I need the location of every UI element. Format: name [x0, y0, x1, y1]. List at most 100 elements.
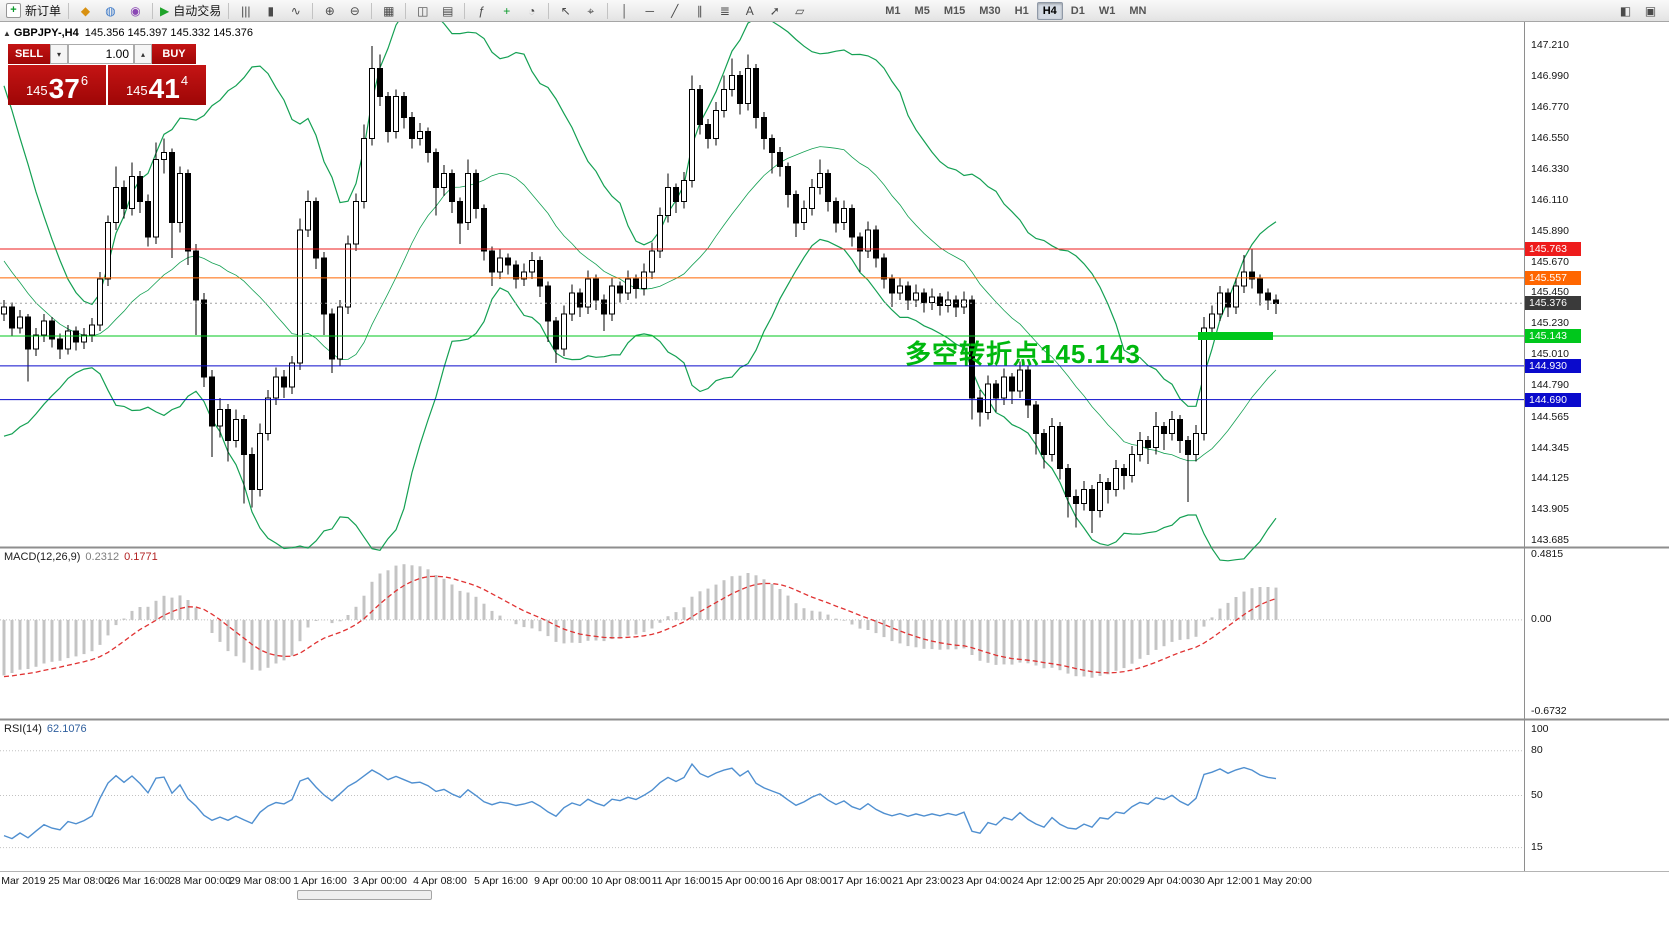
pivot-annotation-text: 多空转折点145.143: [905, 339, 1141, 369]
main-toolbar: + 新订单 ◆ ◍ ◉ ▶ 自动交易 ||| ▮ ∿ ⊕ ⊖ ▦ ◫ ▤ ƒ + ◔ ↖ ⌖ │ ─ ╱ ∥ ≣ A ➚ ▱ M1 M5 M…: [0, 0, 1669, 22]
scrollbar-thumb[interactable]: [297, 890, 432, 900]
tile-windows-icon: ▦: [383, 3, 395, 18]
macd-scale-label: 0.00: [1531, 613, 1552, 625]
new-order-button-icon: +: [6, 3, 21, 18]
timeframe-mn-button[interactable]: MN: [1129, 4, 1147, 17]
zoom-in-button[interactable]: ⊕: [318, 2, 341, 20]
autotrade-button[interactable]: ▶ 自动交易: [158, 2, 223, 20]
volume-decrease-button[interactable]: ▾: [50, 44, 68, 64]
sell-button[interactable]: SELL: [8, 44, 50, 64]
profiles-icon[interactable]: ▤: [436, 2, 459, 20]
new-chart-icon[interactable]: ◫: [411, 2, 434, 20]
toolbar-separator: [405, 2, 407, 19]
date-axis-label: 1 Apr 16:00: [293, 875, 347, 887]
horizontal-line-tool[interactable]: ─: [638, 2, 661, 20]
community-icon: ◉: [130, 3, 141, 18]
period-clock-icon: ◔: [528, 3, 536, 18]
indicators-button[interactable]: ƒ: [470, 2, 493, 20]
candlestick-chart-icon: ▮: [267, 3, 275, 18]
rsi-scale-label: 80: [1531, 744, 1543, 756]
date-axis-label: 17 Apr 16:00: [832, 875, 892, 887]
support-highlight-bar: [1198, 332, 1273, 340]
text-tool-icon: A: [745, 3, 754, 18]
bar-chart-icon: |||: [241, 3, 251, 18]
timeframe-h4-button[interactable]: H4: [1036, 1, 1063, 20]
arrow-tool[interactable]: ➚: [763, 2, 786, 20]
timeframe-d1-button[interactable]: D1: [1070, 4, 1085, 17]
date-axis-label: 28 Mar 00:00: [169, 875, 231, 887]
crosshair-tool[interactable]: ⌖: [579, 2, 602, 20]
bar-chart-icon[interactable]: |||: [234, 2, 257, 20]
toolbar-right-icons: ◧ ▣: [1613, 2, 1663, 20]
date-axis-label: 24 Apr 12:00: [1012, 875, 1072, 887]
text-tool[interactable]: A: [738, 2, 761, 20]
price-scale-label: 145.670: [1531, 256, 1569, 268]
toolbar-separator: [548, 2, 550, 19]
price-scale-label: 143.685: [1531, 534, 1569, 546]
cursor-tool[interactable]: ↖: [554, 2, 577, 20]
panel-dividers[interactable]: [0, 22, 1669, 872]
toolbar-separator: [607, 2, 609, 19]
horizontal-line-tool-icon: ─: [645, 3, 655, 18]
timeframe-m5-button[interactable]: M5: [914, 4, 930, 17]
macd-main-value: 0.2312: [85, 551, 120, 563]
bollinger-up-band: [3, 10, 1277, 407]
date-axis-label: 11 Apr 16:00: [651, 875, 711, 887]
sell-price-big-digits: 37: [48, 73, 80, 104]
price-scale-label: 146.550: [1531, 132, 1569, 144]
new-order-button[interactable]: + 新订单: [4, 2, 63, 20]
timeframe-h1-button[interactable]: H1: [1014, 4, 1029, 17]
toolbar-options-icon[interactable]: ▣: [1644, 3, 1657, 18]
date-axis-label: 10 Apr 08:00: [591, 875, 651, 887]
price-scale-label: 146.110: [1531, 194, 1569, 206]
rsi-panel: [0, 750, 1524, 849]
macd-indicator-label: MACD(12,26,9) 0.2312 0.1771: [4, 551, 158, 563]
volume-input[interactable]: [68, 44, 134, 64]
add-indicator-button[interactable]: +: [495, 2, 518, 20]
favorites-icon[interactable]: ◆: [74, 2, 97, 20]
buy-price-prefix: 145: [125, 83, 148, 98]
bollinger-mid-band: [3, 146, 1277, 462]
bollinger-bands: [3, 10, 1277, 562]
cursor-tool-icon: ↖: [560, 3, 571, 18]
candlestick-chart-icon[interactable]: ▮: [259, 2, 282, 20]
zoom-out-button-icon: ⊖: [349, 3, 360, 18]
macd-panel: [0, 564, 1524, 678]
shapes-tool[interactable]: ▱: [788, 2, 811, 20]
buy-price-big-digits: 41: [148, 73, 180, 104]
timeframe-w1-button[interactable]: W1: [1098, 4, 1116, 17]
zoom-in-button-icon: ⊕: [324, 3, 335, 18]
sell-price-pip: 6: [80, 73, 89, 88]
market-watch-icon[interactable]: ◍: [99, 2, 122, 20]
line-chart-icon[interactable]: ∿: [284, 2, 307, 20]
timeframe-m30-button[interactable]: M30: [979, 4, 1001, 17]
level-price-tag: 145.143: [1525, 329, 1581, 343]
fibonacci-tool[interactable]: ≣: [713, 2, 736, 20]
period-clock-icon[interactable]: ◔: [520, 2, 543, 20]
tile-windows-icon[interactable]: ▦: [377, 2, 400, 20]
toolbar-separator: [312, 2, 314, 19]
price-scale-label: 145.010: [1531, 348, 1569, 360]
macd-scale-label: -0.6732: [1531, 705, 1567, 717]
collapse-arrow-icon[interactable]: ▲: [3, 29, 11, 38]
channel-tool[interactable]: ∥: [688, 2, 711, 20]
profiles-icon: ▤: [442, 3, 454, 18]
volume-increase-button[interactable]: ▴: [134, 44, 152, 64]
dock-window-icon[interactable]: ◧: [1619, 3, 1632, 18]
zoom-out-button[interactable]: ⊖: [343, 2, 366, 20]
arrow-tool-icon: ➚: [769, 3, 780, 18]
sell-price-button[interactable]: 145 37 6: [8, 65, 106, 105]
buy-price-button[interactable]: 145 41 4: [108, 65, 206, 105]
date-axis-label: 2 Mar 2019: [0, 875, 46, 887]
trendline-tool[interactable]: ╱: [663, 2, 686, 20]
buy-button[interactable]: BUY: [152, 44, 196, 64]
timeframe-m1-button[interactable]: M1: [885, 4, 901, 17]
community-icon[interactable]: ◉: [124, 2, 147, 20]
fibonacci-tool-icon: ≣: [719, 3, 730, 18]
vertical-line-tool[interactable]: │: [613, 2, 636, 20]
horizontal-level-lines[interactable]: [0, 248, 1524, 401]
line-chart-icon: ∿: [290, 3, 301, 18]
timeframe-m15-button[interactable]: M15: [943, 4, 966, 17]
